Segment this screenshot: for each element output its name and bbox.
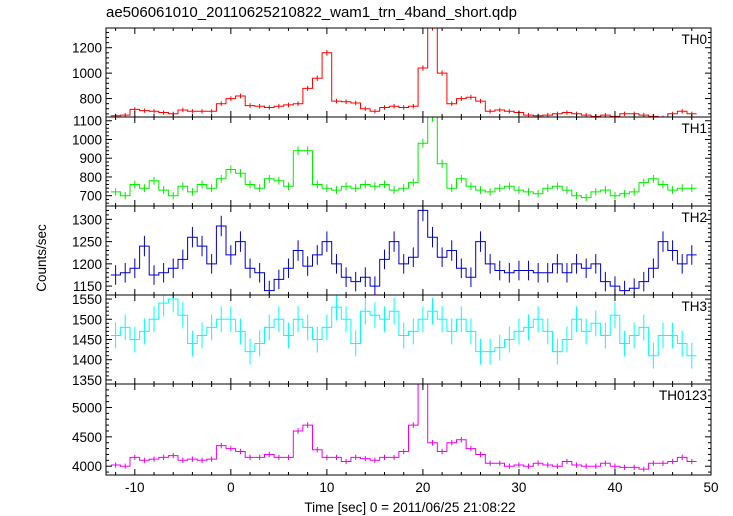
series-th0 bbox=[110, 28, 697, 117]
series-th1 bbox=[110, 117, 697, 202]
y-tick-label: 900 bbox=[79, 151, 102, 166]
panel-label: TH3 bbox=[681, 299, 707, 314]
x-tick-label: 50 bbox=[703, 480, 718, 495]
step-line bbox=[110, 298, 697, 357]
y-tick-label: 1200 bbox=[72, 41, 102, 56]
step-line bbox=[110, 384, 697, 470]
y-tick-label: 1300 bbox=[72, 212, 102, 227]
series-th3 bbox=[110, 295, 697, 369]
x-tick-label: 30 bbox=[511, 480, 526, 495]
y-tick-label: 1400 bbox=[72, 353, 102, 368]
x-tick-label: -10 bbox=[125, 480, 145, 495]
y-tick-label: 5000 bbox=[72, 400, 102, 415]
x-tick-label: 10 bbox=[319, 480, 334, 495]
x-tick-label: 0 bbox=[227, 480, 235, 495]
panel-label: TH0 bbox=[681, 32, 707, 47]
chart-title: ae506061010_20110625210822_wam1_trn_4ban… bbox=[106, 4, 517, 21]
y-tick-label: 1000 bbox=[72, 132, 102, 147]
panel-th3: 1350 1400 1450 1500 1550 TH3 bbox=[72, 292, 712, 388]
step-line bbox=[110, 28, 697, 117]
y-tick-label: 4500 bbox=[72, 430, 102, 445]
y-tick-label: 1500 bbox=[72, 312, 102, 327]
y-tick-label: 1000 bbox=[72, 66, 102, 81]
x-tick-label: 40 bbox=[607, 480, 622, 495]
panel-frame bbox=[105, 383, 712, 476]
step-line bbox=[110, 209, 697, 292]
y-tick-label: 800 bbox=[79, 170, 102, 185]
panel-frame bbox=[105, 27, 712, 118]
y-tick-label: 1350 bbox=[72, 373, 102, 388]
y-tick-label: 800 bbox=[79, 92, 102, 107]
series-th2 bbox=[110, 206, 697, 295]
panel-frame bbox=[105, 205, 712, 296]
y-tick-label: 1100 bbox=[73, 114, 102, 129]
panel-frame bbox=[105, 116, 712, 207]
panel-th0: 800 1000 1200 TH0 bbox=[72, 27, 712, 118]
x-axis-title: Time [sec] 0 = 2011/06/25 21:08:22 bbox=[304, 500, 515, 515]
panel-th2: 1150 1200 1250 1300 TH2 bbox=[72, 205, 712, 296]
panel-th0123: 4000 4500 5000 TH0123 -10 0 10 20 30 40 50 bbox=[72, 383, 719, 495]
series-th0123 bbox=[110, 384, 697, 472]
panels: 800 1000 1200 TH0 700 800 900 1000 1100 TH1 1150 12… bbox=[72, 27, 719, 495]
panel-label: TH1 bbox=[681, 121, 707, 136]
y-tick-label: 4000 bbox=[72, 459, 102, 474]
y-tick-label: 1550 bbox=[72, 292, 102, 307]
y-tick-label: 700 bbox=[79, 189, 102, 204]
y-axis-title: Counts/sec bbox=[34, 224, 49, 292]
y-tick-label: 1150 bbox=[73, 279, 102, 294]
y-tick-label: 1200 bbox=[72, 257, 102, 272]
panel-label: TH2 bbox=[681, 210, 707, 225]
panel-th1: 700 800 900 1000 1100 TH1 bbox=[72, 114, 712, 207]
y-tick-label: 1250 bbox=[72, 235, 102, 250]
y-tick-label: 1450 bbox=[72, 333, 102, 348]
panel-label: TH0123 bbox=[659, 388, 707, 403]
x-tick-label: 20 bbox=[415, 480, 430, 495]
